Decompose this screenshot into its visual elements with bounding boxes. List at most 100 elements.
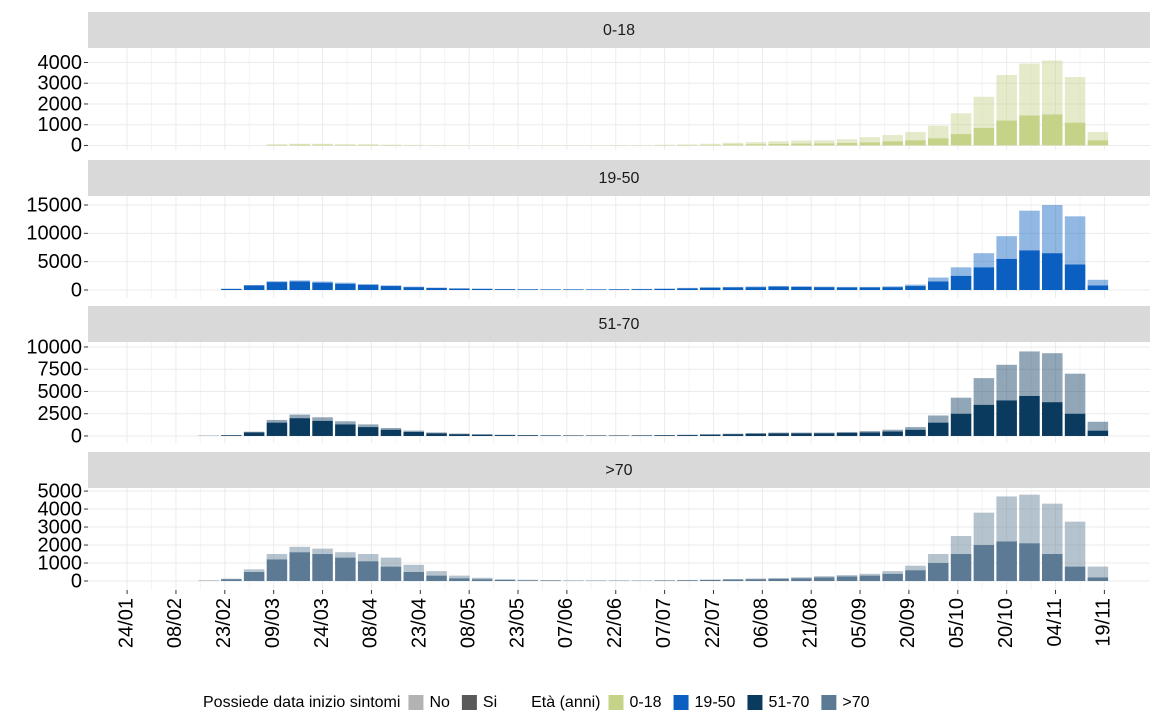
bar [1087, 285, 1109, 291]
bar [1087, 279, 1109, 286]
x-tick-label: 21/08 [799, 598, 821, 648]
bar [494, 579, 516, 582]
bar [950, 536, 972, 555]
bar [426, 571, 447, 576]
bar [813, 286, 835, 288]
bar [905, 427, 926, 430]
bar [973, 267, 995, 291]
bar [1087, 140, 1109, 146]
y-tick-label: 1000 [38, 552, 83, 574]
bar [859, 431, 881, 433]
bar [335, 282, 356, 284]
bar [950, 397, 972, 414]
bar [335, 283, 356, 291]
y-tick-label: 1000 [38, 114, 83, 136]
bar [403, 572, 425, 582]
bar [927, 563, 949, 582]
bar [745, 433, 767, 434]
legend-swatch [408, 695, 424, 710]
bar [289, 552, 311, 582]
bar [950, 113, 972, 135]
bar [312, 282, 333, 291]
bar [312, 143, 333, 145]
bar [335, 424, 356, 436]
bar [312, 281, 333, 283]
bar [699, 287, 721, 291]
bar [654, 288, 675, 291]
bar [403, 287, 425, 291]
bar [289, 280, 311, 282]
bar [927, 281, 949, 291]
bar [996, 541, 1017, 582]
bar [266, 554, 288, 560]
bar [905, 286, 926, 291]
bar [631, 435, 653, 436]
bar [357, 284, 379, 285]
bar [927, 138, 949, 146]
bar [950, 413, 972, 436]
bar [335, 421, 356, 425]
bar [654, 435, 675, 436]
bar [813, 577, 835, 582]
bar [745, 144, 767, 146]
bar [471, 434, 493, 436]
bar [494, 289, 516, 291]
bar [1042, 253, 1063, 291]
bar [266, 419, 288, 423]
bar [357, 284, 379, 291]
bar [836, 142, 858, 146]
bar [677, 144, 698, 146]
bar [403, 431, 425, 436]
bar [722, 433, 744, 435]
legend-swatch [747, 695, 763, 710]
bar [722, 434, 744, 436]
bar [791, 286, 812, 287]
bar [791, 578, 812, 582]
bar [859, 142, 881, 146]
bar [312, 420, 333, 436]
bar [996, 400, 1017, 436]
bar [859, 287, 881, 291]
bar [357, 424, 379, 428]
bar [859, 573, 881, 576]
bar [289, 418, 311, 436]
legend-label: 51-70 [768, 694, 809, 711]
bar [1019, 210, 1040, 251]
bar [540, 435, 561, 436]
bar [335, 144, 356, 146]
bar [836, 576, 858, 582]
bar [950, 554, 972, 582]
bar [357, 144, 379, 146]
bar [745, 287, 767, 291]
bar [882, 573, 903, 582]
bar [540, 580, 561, 582]
bar [973, 404, 995, 436]
x-tick-label: 24/01 [115, 598, 137, 648]
x-tick-label: 04/11 [1044, 598, 1066, 647]
bar [699, 579, 721, 582]
bar [950, 267, 972, 276]
bar [927, 415, 949, 423]
bar [1064, 373, 1086, 414]
bar [266, 282, 288, 291]
bar [836, 432, 858, 436]
bar [745, 578, 767, 580]
x-tick-label: 05/09 [848, 598, 870, 648]
bar [722, 579, 744, 580]
bar [813, 433, 835, 436]
bar [540, 289, 561, 291]
bar [1064, 521, 1086, 567]
y-tick-label: 5000 [38, 381, 83, 403]
y-tick-label: 5000 [38, 251, 83, 273]
bar [312, 417, 333, 421]
strip [88, 160, 1150, 196]
bar [1042, 114, 1063, 146]
bar [927, 125, 949, 139]
bar [745, 579, 767, 582]
bar [973, 378, 995, 405]
bar [927, 277, 949, 282]
bar [563, 289, 584, 291]
legend-swatch [673, 695, 689, 710]
bar [335, 144, 356, 145]
bar [973, 253, 995, 268]
